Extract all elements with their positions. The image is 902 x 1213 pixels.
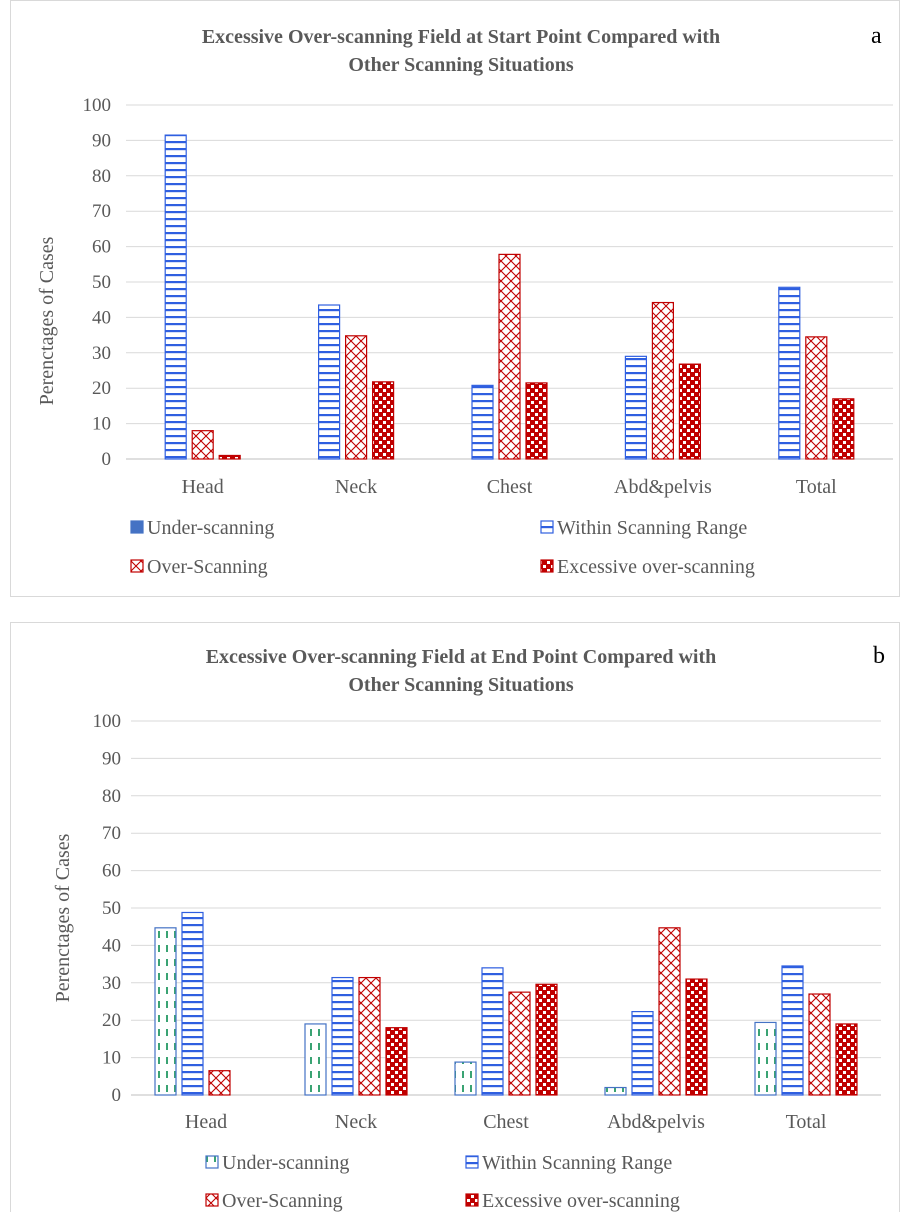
bar-over-scanning-head (191, 430, 214, 460)
legend-label-excessive-over-scanning: Excessive over-scanning (557, 556, 755, 578)
bar-over-scanning-head (208, 1070, 231, 1096)
legend-label-under-scanning: Under-scanning (147, 517, 274, 539)
y-tick-label: 90 (92, 130, 111, 151)
bar-within-scanning-range-total (778, 286, 801, 460)
legend-label-over-scanning: Over-Scanning (147, 556, 268, 578)
x-category-label: Head (182, 476, 224, 498)
y-tick-label: 80 (92, 166, 111, 187)
y-tick-label: 70 (92, 201, 111, 222)
x-category-label: Neck (335, 1111, 377, 1133)
x-category-label: Abd&pelvis (607, 1111, 705, 1133)
x-category-label: Abd&pelvis (614, 476, 712, 498)
legend-label-over-scanning: Over-Scanning (222, 1190, 343, 1212)
panel-letter: b (873, 643, 885, 669)
y-tick-label: 90 (102, 748, 121, 769)
y-axis-label: Perenctages of Cases (52, 833, 74, 1002)
bar-excessive-over-scanning-total (835, 1023, 858, 1096)
chart-a-svg: Excessive Over-scanning Field at Start P… (36, 23, 893, 578)
bar-over-scanning-neck (345, 335, 368, 460)
legend-swatch-within-scanning-range (465, 1155, 479, 1169)
legend-swatch-under-scanning (130, 520, 144, 534)
bar-excessive-over-scanning-neck (372, 381, 395, 460)
y-tick-label: 60 (92, 237, 111, 258)
y-tick-label: 20 (92, 378, 111, 399)
y-tick-label: 30 (102, 973, 121, 994)
y-tick-label: 100 (93, 711, 122, 732)
chart-title-line-1: Excessive Over-scanning Field at Start P… (202, 26, 720, 48)
bar-under-scanning-chest (454, 1061, 477, 1096)
y-tick-label: 0 (112, 1085, 122, 1106)
bar-within-scanning-range-head (164, 134, 187, 460)
bar-within-scanning-range-neck (318, 304, 341, 460)
chart-title-line-2: Other Scanning Situations (348, 54, 573, 76)
bar-within-scanning-range-chest (481, 967, 504, 1096)
legend-swatch-over-scanning (205, 1193, 219, 1207)
legend-swatch-over-scanning (130, 559, 144, 573)
legend-swatch-excessive-over-scanning (465, 1193, 479, 1207)
panel-letter: a (871, 23, 882, 49)
bar-over-scanning-chest (508, 991, 531, 1096)
legend-label-within-scanning-range: Within Scanning Range (482, 1152, 672, 1174)
plot-area: 0 10 20 30 40 50 60 70 80 90 100 Head Neck Chest Abd&p… (93, 711, 881, 1133)
chart-panel-b: Excessive Over-scanning Field at End Poi… (10, 622, 900, 1212)
bar-over-scanning-abd-pelvis (651, 301, 675, 460)
y-tick-label: 80 (102, 786, 121, 807)
y-tick-label: 70 (102, 823, 121, 844)
chart-title-line-1: Excessive Over-scanning Field at End Poi… (206, 646, 717, 668)
bar-under-scanning-neck (304, 1023, 327, 1096)
bar-under-scanning-abd-pelvis (604, 1086, 627, 1096)
legend-swatch-under-scanning (205, 1155, 219, 1169)
bar-within-scanning-range-total (781, 965, 804, 1096)
y-tick-label: 100 (83, 95, 112, 116)
legend-swatch-excessive-over-scanning (540, 559, 554, 573)
y-tick-label: 10 (92, 414, 111, 435)
x-category-label: Chest (487, 476, 533, 498)
y-tick-label: 60 (102, 861, 121, 882)
chart-panel-a: Excessive Over-scanning Field at Start P… (10, 0, 900, 597)
bar-over-scanning-total (805, 336, 828, 460)
y-tick-label: 40 (102, 935, 121, 956)
bar-over-scanning-abd-pelvis (658, 927, 681, 1096)
x-category-label: Neck (335, 476, 377, 498)
legend-swatch-within-scanning-range (540, 520, 554, 534)
chart-title-line-2: Other Scanning Situations (348, 674, 573, 696)
plot-area: 0 10 20 30 40 50 60 70 80 90 100 Head Neck Chest Abd&p… (83, 95, 893, 498)
bar-under-scanning-total (754, 1021, 777, 1096)
bar-within-scanning-range-abd-pelvis (624, 355, 648, 460)
bar-within-scanning-range-chest (471, 384, 494, 460)
y-tick-label: 30 (92, 343, 111, 364)
y-tick-label: 20 (102, 1010, 121, 1031)
bar-excessive-over-scanning-head (218, 454, 241, 460)
legend-label-within-scanning-range: Within Scanning Range (557, 517, 747, 539)
y-tick-label: 0 (102, 449, 112, 470)
bar-over-scanning-neck (358, 976, 381, 1096)
x-category-label: Total (796, 476, 837, 498)
y-tick-label: 50 (92, 272, 111, 293)
bar-excessive-over-scanning-total (832, 398, 855, 460)
x-category-label: Total (786, 1111, 827, 1133)
legend: Under-scanning Within Scanning Range Over-… (130, 517, 755, 578)
bar-excessive-over-scanning-abd-pelvis (678, 363, 702, 460)
y-tick-label: 50 (102, 898, 121, 919)
y-tick-label: 10 (102, 1048, 121, 1069)
legend-label-under-scanning: Under-scanning (222, 1152, 349, 1174)
bar-excessive-over-scanning-neck (385, 1027, 408, 1096)
legend: Under-scanning Within Scanning Range Over-… (205, 1152, 680, 1212)
bar-under-scanning-head (154, 927, 177, 1096)
bar-excessive-over-scanning-chest (535, 983, 558, 1096)
y-axis-label: Perenctages of Cases (36, 236, 58, 405)
y-tick-label: 40 (92, 307, 111, 328)
legend-label-excessive-over-scanning: Excessive over-scanning (482, 1190, 680, 1212)
x-category-label: Head (185, 1111, 227, 1133)
bar-excessive-over-scanning-chest (525, 382, 548, 460)
x-category-label: Chest (483, 1111, 529, 1133)
bar-over-scanning-total (808, 993, 831, 1096)
bar-over-scanning-chest (498, 253, 521, 460)
bar-within-scanning-range-abd-pelvis (631, 1010, 654, 1096)
chart-b-svg: Excessive Over-scanning Field at End Poi… (52, 643, 885, 1212)
bar-within-scanning-range-neck (331, 976, 354, 1096)
bar-excessive-over-scanning-abd-pelvis (685, 978, 708, 1096)
bar-within-scanning-range-head (181, 911, 204, 1096)
